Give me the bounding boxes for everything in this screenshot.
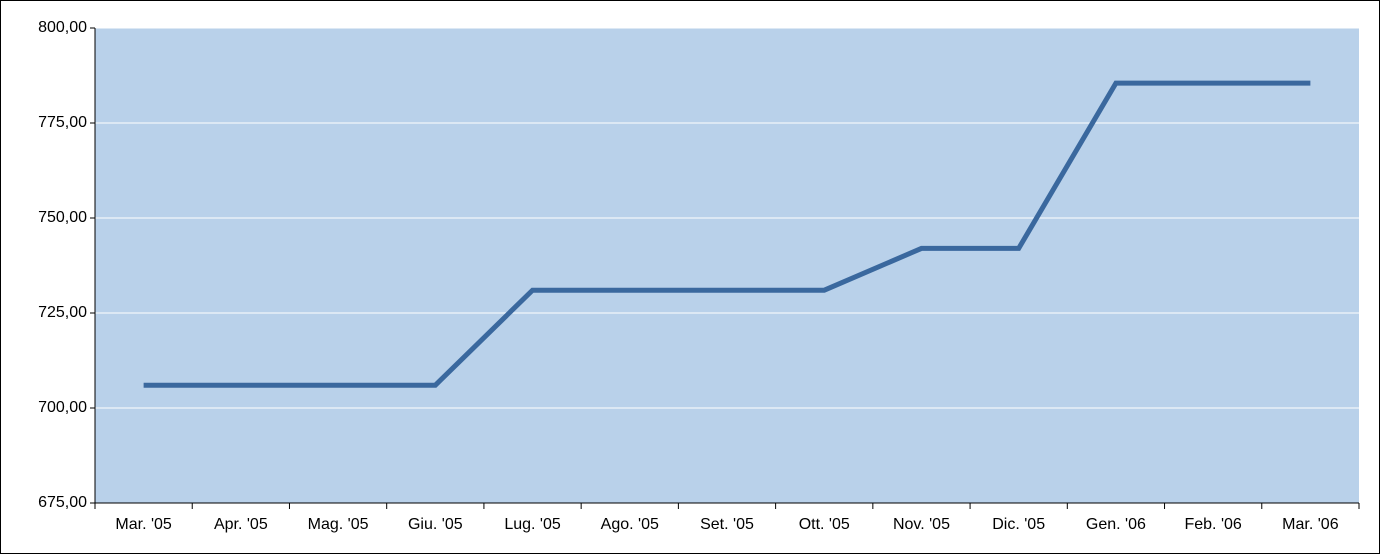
x-tick-label: Ott. '05 bbox=[799, 516, 850, 533]
y-tick-label: 675,00 bbox=[38, 494, 87, 511]
x-tick-label: Set. '05 bbox=[700, 516, 754, 533]
x-tick-label: Gen. '06 bbox=[1086, 516, 1146, 533]
data-line bbox=[143, 80, 1311, 388]
x-tick-label: Apr. '05 bbox=[214, 516, 268, 533]
x-tick-label: Ago. '05 bbox=[601, 516, 659, 533]
y-tick-label: 750,00 bbox=[38, 209, 87, 226]
x-tick-label: Mar. '05 bbox=[115, 516, 172, 533]
x-tick-label: Dic. '05 bbox=[992, 516, 1045, 533]
x-tick-label: Giu. '05 bbox=[408, 516, 463, 533]
x-tick-label: Lug. '05 bbox=[504, 516, 561, 533]
y-tick-label: 725,00 bbox=[38, 304, 87, 321]
x-tick-label: Feb. '06 bbox=[1184, 516, 1241, 533]
plot-area bbox=[95, 28, 1359, 503]
x-tick-label: Mag. '05 bbox=[308, 516, 369, 533]
y-tick-label: 700,00 bbox=[38, 399, 87, 416]
y-tick-label: 800,00 bbox=[38, 19, 87, 36]
x-tick-label: Mar. '06 bbox=[1282, 516, 1339, 533]
x-tick-label: Nov. '05 bbox=[893, 516, 950, 533]
y-tick-label: 775,00 bbox=[38, 114, 87, 131]
